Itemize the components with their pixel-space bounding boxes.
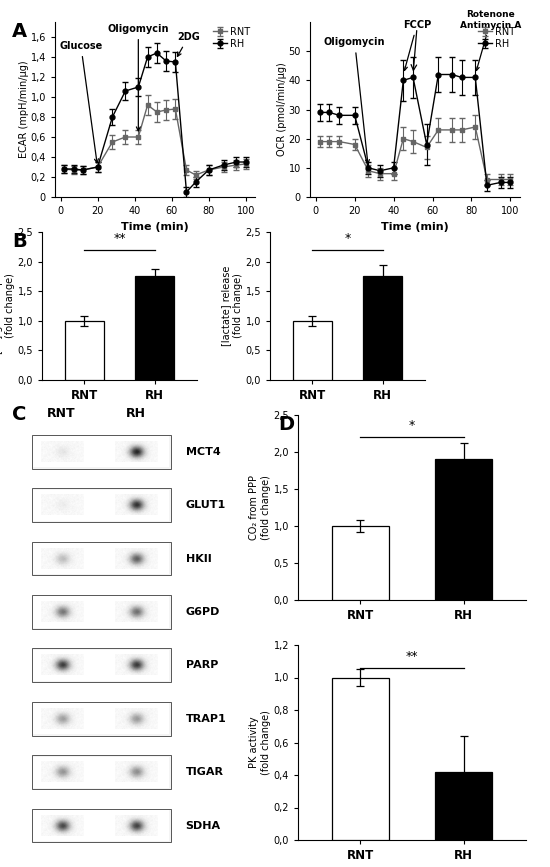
Bar xyxy=(32,595,170,629)
Text: A: A xyxy=(12,22,27,41)
Bar xyxy=(364,277,402,380)
Text: *: * xyxy=(344,232,351,245)
Legend: RNT, RH: RNT, RH xyxy=(477,27,515,49)
Bar xyxy=(32,488,170,522)
Y-axis label: OCR (pmol/min/μg): OCR (pmol/min/μg) xyxy=(277,62,287,156)
Y-axis label: CO₂ from PPP
(fold change): CO₂ from PPP (fold change) xyxy=(249,475,271,540)
Text: 2DG: 2DG xyxy=(177,32,200,56)
Text: RH: RH xyxy=(126,407,146,420)
Text: **: ** xyxy=(406,649,418,662)
Y-axis label: [³H] glucose uptake
(fold change): [³H] glucose uptake (fold change) xyxy=(0,257,14,355)
Text: TIGAR: TIGAR xyxy=(185,767,224,777)
Bar xyxy=(33,543,169,574)
Bar xyxy=(332,526,389,600)
Y-axis label: [lactate] release
(fold change): [lactate] release (fold change) xyxy=(221,266,243,346)
Text: GLUT1: GLUT1 xyxy=(185,500,226,510)
Text: TRAP1: TRAP1 xyxy=(185,714,227,724)
Text: Oligomycin: Oligomycin xyxy=(324,37,386,164)
Text: PARP: PARP xyxy=(185,661,218,670)
Text: HKII: HKII xyxy=(185,553,211,564)
Y-axis label: ECAR (mpH/min/μg): ECAR (mpH/min/μg) xyxy=(19,61,29,159)
Bar xyxy=(33,490,169,521)
Bar xyxy=(33,596,169,628)
Bar xyxy=(65,321,103,380)
Text: **: ** xyxy=(113,232,126,245)
Y-axis label: PK activity
(fold change): PK activity (fold change) xyxy=(249,710,271,775)
X-axis label: Time (min): Time (min) xyxy=(381,222,449,231)
Bar xyxy=(32,435,170,469)
Legend: RNT, RH: RNT, RH xyxy=(212,27,250,49)
Bar xyxy=(435,772,492,840)
Text: RNT: RNT xyxy=(47,407,76,420)
Bar xyxy=(33,810,169,841)
Text: C: C xyxy=(12,405,26,424)
X-axis label: Time (min): Time (min) xyxy=(121,222,189,231)
Bar xyxy=(293,321,332,380)
Bar xyxy=(33,436,169,467)
Bar xyxy=(33,703,169,734)
Bar xyxy=(135,277,174,380)
Text: Oligomycin: Oligomycin xyxy=(108,24,169,131)
Bar xyxy=(435,460,492,600)
Text: Rotenone
Antimycin A: Rotenone Antimycin A xyxy=(460,10,521,70)
Bar xyxy=(32,649,170,682)
Text: SDHA: SDHA xyxy=(185,820,221,831)
Text: FCCP: FCCP xyxy=(403,20,431,70)
Bar xyxy=(32,755,170,789)
Text: *: * xyxy=(409,419,415,432)
Bar xyxy=(332,677,389,840)
Text: D: D xyxy=(278,415,294,434)
Text: Glucose: Glucose xyxy=(59,41,102,163)
Bar xyxy=(33,649,169,681)
Bar xyxy=(32,809,170,843)
Bar xyxy=(32,701,170,735)
Text: B: B xyxy=(12,232,27,251)
Text: MCT4: MCT4 xyxy=(185,447,221,457)
Text: G6PD: G6PD xyxy=(185,607,220,617)
Bar xyxy=(33,757,169,788)
Bar xyxy=(32,542,170,576)
